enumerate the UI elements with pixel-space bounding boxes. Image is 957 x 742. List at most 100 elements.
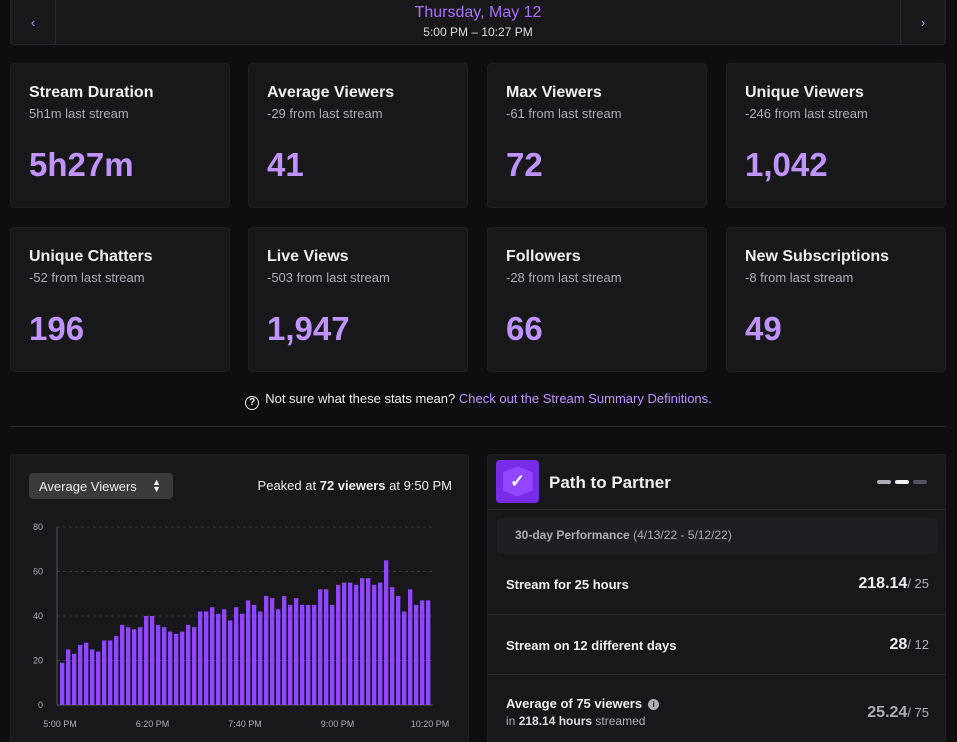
chart-bar [60,662,65,705]
x-tick-label: 5:00 PM [43,719,77,729]
chart-bar [210,607,215,705]
goal-progress: 28/ 12 [890,636,929,654]
carousel-dot[interactable] [913,480,927,484]
partner-badge-icon: ✓ [496,460,539,503]
chart-bar [180,631,185,705]
chart-bar [246,600,251,705]
stat-value: 66 [506,310,543,347]
chevron-updown-icon: ▲ ▼ [152,477,161,494]
chart-bar [132,629,137,705]
chart-bar [288,604,293,706]
peak-value: 72 viewers [319,478,386,493]
next-stream-button[interactable]: › [900,0,945,44]
chart-bar [72,653,77,705]
chart-bar [426,600,431,705]
chart-bar [264,595,269,705]
stat-card-unique-chatters: Unique Chatters -52 from last stream 196 [10,227,230,372]
stream-time-range: 5:00 PM – 10:27 PM [423,25,533,39]
info-icon[interactable]: i [648,699,660,710]
stat-delta: -28 from last stream [506,270,622,285]
chart-bar [138,627,143,706]
period-range: (4/13/22 - 5/12/22) [633,528,732,542]
metric-select[interactable]: Average Viewers ▲ ▼ [29,473,173,499]
metric-select-value: Average Viewers [39,479,137,494]
carousel-dot-active[interactable] [895,480,909,484]
stat-title: Live Views [267,248,349,265]
chart-bar [372,584,377,705]
chart-bar [198,611,203,705]
peak-suffix: at 9:50 PM [389,478,452,493]
chart-bar [108,640,113,705]
viewers-chart-panel: Average Viewers ▲ ▼ Peaked at 72 viewers … [10,454,469,742]
chart-bar [84,642,89,705]
chart-bar [408,589,413,705]
chart-bar [78,644,83,705]
stat-title: Followers [506,248,581,265]
divider [488,509,945,510]
y-tick-label: 0 [38,700,43,710]
chart-bar [312,604,317,706]
goal-progress: 218.14/ 25 [858,575,929,593]
date-navigator: ‹ Thursday, May 12 5:00 PM – 10:27 PM › [10,0,946,45]
stat-value: 1,947 [267,310,350,347]
stat-delta: -29 from last stream [267,106,383,121]
goal-sub-prefix: in [506,714,516,728]
stat-delta: 5h1m last stream [29,106,129,121]
stat-delta: -246 from last stream [745,106,868,121]
stat-card-stream-duration: Stream Duration 5h1m last stream 5h27m [10,63,230,208]
chart-bar [204,611,209,705]
question-icon: ? [245,396,260,410]
goal-title: Average of 75 viewers [506,696,643,711]
chart-bar [120,624,125,705]
chart-bar [150,616,155,705]
goal-row: Average of 75 viewers i in 218.14 hours s… [488,675,945,735]
goal-sub-suffix: streamed [595,714,646,728]
chart-bar [390,587,395,705]
goal-row: Stream for 25 hours 218.14/ 25 [488,555,945,615]
chart-bar [366,578,371,705]
chart-bar [126,627,131,706]
chart-bar [294,598,299,705]
carousel-dots[interactable] [877,480,927,484]
stat-delta: -503 from last stream [267,270,390,285]
performance-period: 30-day Performance (4/13/22 - 5/12/22) [497,518,938,554]
peak-prefix: Peaked at [257,478,317,493]
chart-bar [66,649,71,706]
x-tick-label: 6:20 PM [136,719,170,729]
prev-stream-button[interactable]: ‹ [11,0,56,44]
chart-bar [240,613,245,705]
stream-summary-definitions-link[interactable]: Check out the Stream Summary Definitions… [458,391,712,406]
chart-bar [330,604,335,706]
goal-title-row: Average of 75 viewers i [506,696,660,711]
chart-bar [270,598,275,705]
viewers-bar-chart: 0 20 40 60 80 5:00 PM 6:20 PM 7:40 PM 9:00 PM 10:… [33,522,449,729]
stat-delta: -52 from last stream [29,270,145,285]
stat-value: 41 [267,146,304,183]
chart-bar [318,589,323,705]
y-tick-label: 20 [33,656,43,666]
chart-bar [282,595,287,705]
stats-help: ? Not sure what these stats mean? Check o… [0,391,957,410]
y-tick-label: 80 [33,522,43,532]
chart-bar [90,649,95,706]
help-text: Not sure what these stats mean? [265,391,456,406]
stat-title: Unique Chatters [29,248,153,265]
chart-bar [324,589,329,705]
chart-bar [306,604,311,706]
chart-bar [276,609,281,705]
goal-sub-value: 218.14 hours [518,714,593,728]
stat-title: New Subscriptions [745,248,890,265]
stat-card-followers: Followers -28 from last stream 66 [487,227,707,372]
stat-card-live-views: Live Views -503 from last stream 1,947 [248,227,468,372]
stat-card-unique-viewers: Unique Viewers -246 from last stream 1,0… [726,63,946,208]
carousel-dot[interactable] [877,480,891,484]
goal-target: / 25 [907,576,929,591]
period-label: 30-day Performance [515,528,630,542]
chart-bar [114,636,119,705]
x-tick-label: 7:40 PM [228,719,262,729]
chart-bar [96,651,101,705]
chart-bar [360,578,365,705]
chart-bar [342,582,347,706]
chart-bar [348,582,353,706]
chart-bar [354,584,359,705]
